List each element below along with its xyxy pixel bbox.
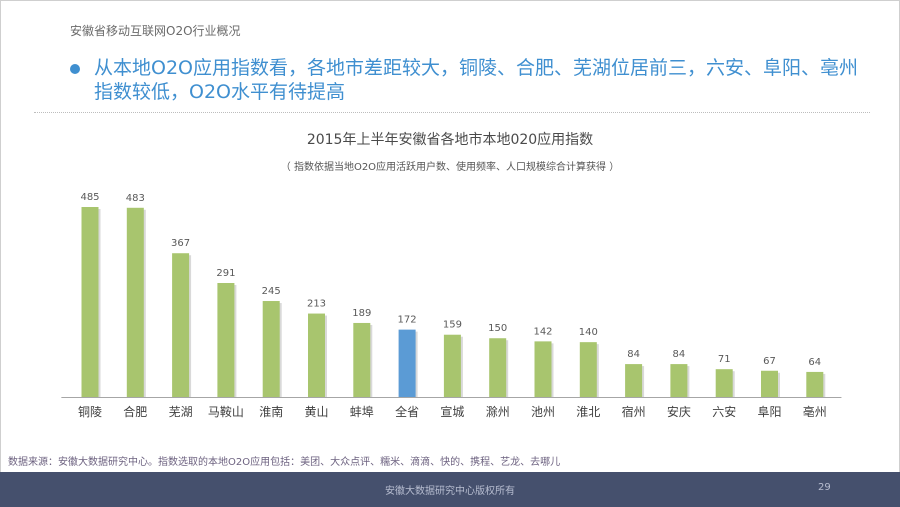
bar: [353, 322, 371, 397]
bar: [534, 341, 552, 397]
value-label: 84: [627, 349, 640, 360]
category-label: 全省: [395, 404, 419, 419]
bar: [262, 301, 280, 397]
value-label: 291: [216, 268, 235, 279]
category-label: 安庆: [667, 404, 691, 419]
value-label: 172: [398, 315, 417, 326]
value-label: 485: [80, 192, 99, 203]
value-label: 142: [533, 326, 552, 337]
bar: [806, 371, 824, 397]
chart-title: 2015年上半年安徽省各地市本地020应用指数: [306, 132, 594, 148]
value-label: 67: [763, 356, 776, 367]
bar-chart: 485 铜陵 483 合肥 367 芜湖 291 马鞍山 245 淮南 213 黄山 189 蚌埠 172 全…: [61, 192, 842, 419]
bar: [443, 334, 461, 397]
category-label: 芜湖: [169, 404, 193, 419]
category-label: 马鞍山: [208, 404, 244, 419]
category-label: 滁州: [486, 404, 510, 419]
divider: [34, 112, 870, 113]
value-label: 189: [352, 308, 371, 319]
footer-bar: 安徽大数据研究中心版权所有 29: [0, 472, 900, 507]
value-label: 159: [443, 320, 462, 331]
bar: [172, 253, 190, 397]
bullet-icon: [70, 64, 80, 74]
bar: [217, 283, 235, 397]
category-label: 淮北: [576, 405, 600, 419]
category-label: 铜陵: [78, 404, 102, 419]
value-label: 483: [126, 193, 145, 204]
category-label: 蚌埠: [350, 405, 374, 419]
chart-subtitle: （ 指数依据当地O2O应用活跃用户数、使用频率、人口规模综合计算获得 ）: [280, 162, 620, 173]
headline-text: 从本地O2O应用指数看，各地市差距较大，铜陵、合肥、芜湖位居前三，六安、阜阳、亳…: [94, 57, 859, 103]
section-title: 安徽省移动互联网O2O行业概况: [70, 24, 241, 38]
category-label: 宿州: [622, 404, 646, 419]
bar: [715, 369, 733, 397]
value-label: 245: [262, 286, 281, 297]
source-note: 数据来源：安徽大数据研究中心。指数选取的本地O2O应用包括：美团、大众点评、糯米…: [8, 457, 561, 468]
bar: [126, 207, 144, 397]
bar: [489, 338, 507, 397]
category-label: 黄山: [304, 405, 328, 419]
page-number: 29: [818, 482, 831, 493]
category-label: 宣城: [440, 404, 464, 419]
bar: [81, 207, 99, 397]
bar: [761, 370, 778, 397]
bar: [579, 342, 597, 397]
footer-text: 安徽大数据研究中心版权所有: [385, 486, 515, 497]
category-label: 亳州: [803, 404, 827, 419]
category-label: 六安: [712, 404, 736, 419]
bar: [308, 313, 325, 397]
bar: [625, 364, 643, 397]
value-label: 150: [488, 323, 507, 334]
headline: 从本地O2O应用指数看，各地市差距较大，铜陵、合肥、芜湖位居前三，六安、阜阳、亳…: [70, 56, 870, 104]
value-label: 64: [808, 357, 821, 368]
value-label: 213: [307, 299, 326, 310]
category-label: 合肥: [123, 404, 147, 419]
category-label: 池州: [531, 405, 555, 419]
value-label: 84: [673, 349, 686, 360]
value-label: 140: [579, 327, 598, 338]
bar: [398, 329, 416, 397]
value-label: 71: [718, 354, 731, 365]
category-label: 阜阳: [757, 405, 781, 419]
category-label: 淮南: [259, 404, 283, 419]
value-label: 367: [171, 238, 190, 249]
bar: [670, 364, 688, 397]
